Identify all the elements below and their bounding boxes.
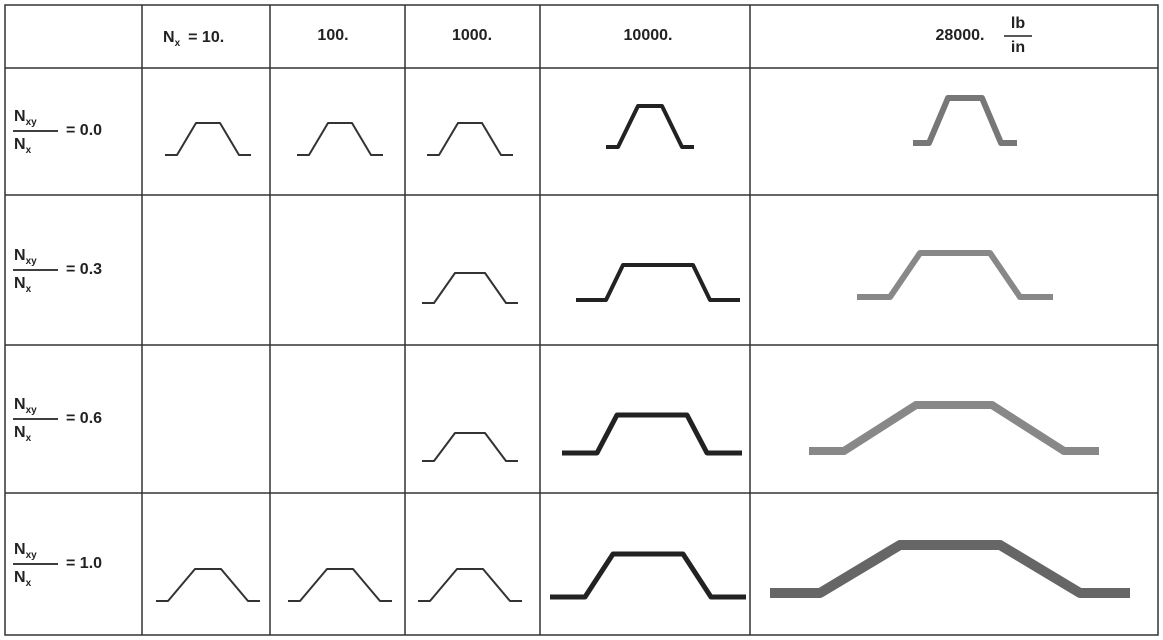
- row-num: Nxy: [14, 396, 37, 415]
- num: N: [14, 247, 26, 264]
- row-num: Nxy: [14, 247, 37, 266]
- hat-stiffener: [606, 104, 694, 149]
- den-sub: x: [26, 433, 32, 444]
- den-sub: x: [26, 578, 32, 589]
- hat-stiffener: [427, 122, 513, 156]
- den: N: [14, 275, 26, 292]
- table-border: [4, 4, 1159, 636]
- header-cell: 100.: [317, 27, 348, 44]
- hat-stiffener: [562, 412, 742, 456]
- header-nx: Nx = 10.: [163, 29, 224, 48]
- row-value: = 0.0: [66, 122, 102, 139]
- grid-lines: [5, 5, 1158, 635]
- row-den: Nx: [14, 275, 32, 294]
- den: N: [14, 136, 26, 153]
- num-sub: xy: [26, 256, 38, 267]
- unit-den: in: [1011, 39, 1025, 56]
- header-cell: = 10.: [188, 29, 224, 46]
- hat-stiffener: [422, 432, 518, 462]
- header-cell: 28000.: [936, 27, 985, 44]
- header-cell: 10000.: [624, 27, 673, 44]
- nx-symbol: N: [163, 29, 175, 46]
- row-value: = 1.0: [66, 555, 102, 572]
- row-den: Nx: [14, 136, 32, 155]
- row-num: Nxy: [14, 541, 37, 560]
- hat-stiffener: [550, 551, 746, 600]
- num-sub: xy: [26, 405, 38, 416]
- shapes: [156, 95, 1130, 602]
- den: N: [14, 569, 26, 586]
- row-num: Nxy: [14, 108, 37, 127]
- hat-stiffener: [297, 122, 383, 156]
- hat-stiffener: [288, 568, 392, 602]
- den: N: [14, 424, 26, 441]
- hat-stiffener: [418, 568, 522, 602]
- row-den: Nx: [14, 424, 32, 443]
- hat-stiffener: [422, 272, 518, 304]
- hat-stiffener: [857, 250, 1053, 300]
- unit-num: lb: [1011, 15, 1025, 32]
- nx-sub: x: [175, 38, 181, 49]
- hat-stiffener: [913, 95, 1017, 146]
- num: N: [14, 396, 26, 413]
- hat-stiffener: [165, 122, 251, 156]
- num: N: [14, 541, 26, 558]
- den-sub: x: [26, 284, 32, 295]
- hat-stiffener: [576, 263, 740, 302]
- hat-stiffener: [770, 540, 1130, 598]
- row-value: = 0.6: [66, 410, 102, 427]
- num-sub: xy: [26, 117, 38, 128]
- num: N: [14, 108, 26, 125]
- den-sub: x: [26, 145, 32, 156]
- num-sub: xy: [26, 550, 38, 561]
- header-cell: 1000.: [452, 27, 492, 44]
- row-value: = 0.3: [66, 261, 102, 278]
- hat-stiffener: [156, 568, 260, 602]
- row-den: Nx: [14, 569, 32, 588]
- hat-stiffener: [809, 401, 1099, 455]
